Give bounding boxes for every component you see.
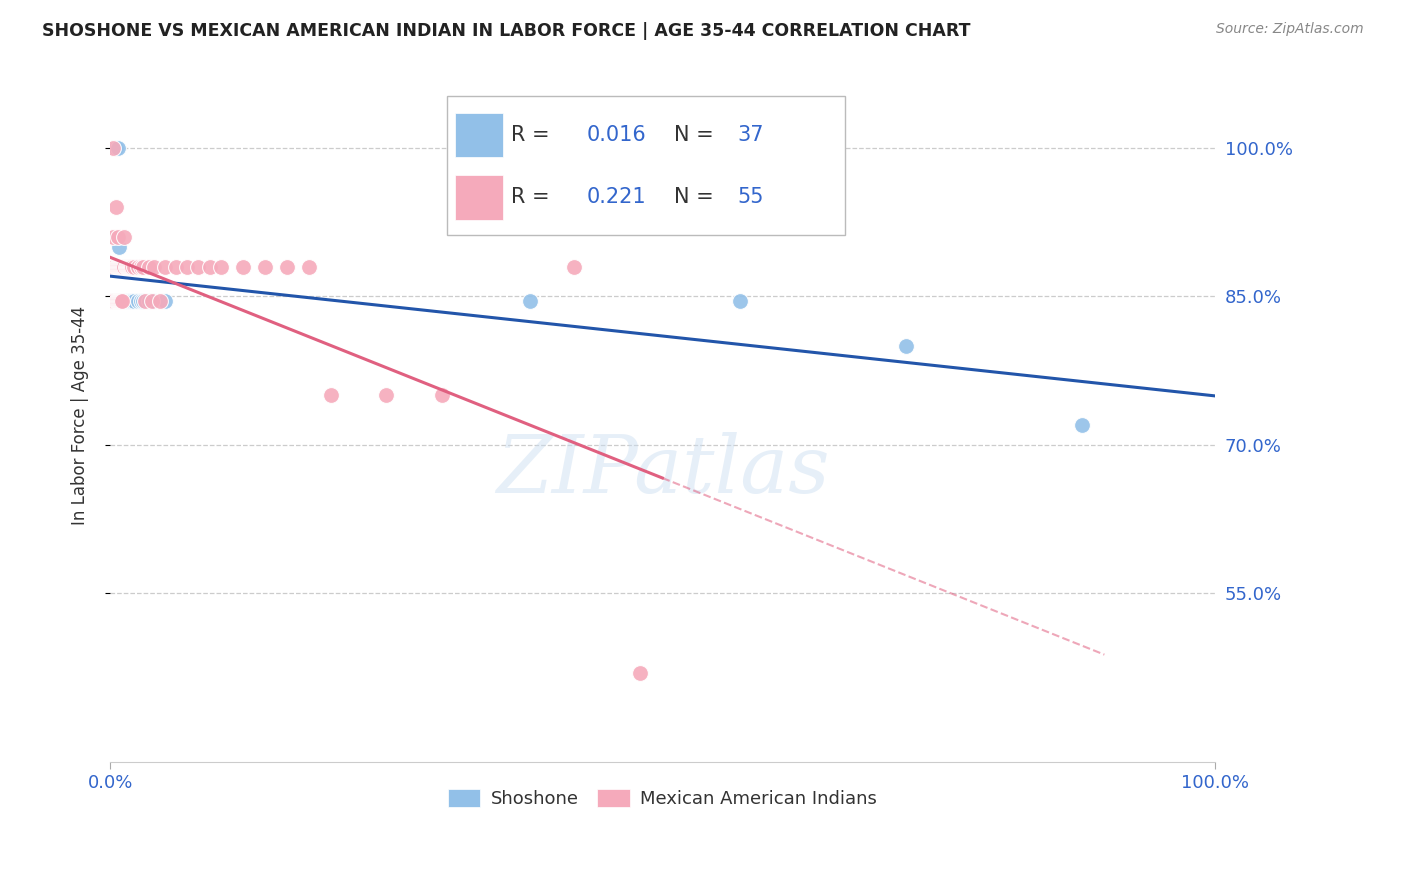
Point <box>103 294 125 309</box>
Legend: Shoshone, Mexican American Indians: Shoshone, Mexican American Indians <box>440 781 884 815</box>
Point <box>110 294 132 309</box>
Text: SHOSHONE VS MEXICAN AMERICAN INDIAN IN LABOR FORCE | AGE 35-44 CORRELATION CHART: SHOSHONE VS MEXICAN AMERICAN INDIAN IN L… <box>42 22 970 40</box>
Point <box>103 230 125 244</box>
Point <box>104 260 127 274</box>
Point <box>1071 418 1094 433</box>
Point <box>107 141 129 155</box>
Point <box>103 294 125 309</box>
Point <box>108 294 131 309</box>
Point <box>120 260 142 274</box>
Point <box>132 294 155 309</box>
Point <box>198 260 221 274</box>
Point <box>108 294 131 309</box>
Point <box>127 260 149 274</box>
Text: Source: ZipAtlas.com: Source: ZipAtlas.com <box>1216 22 1364 37</box>
Point <box>114 260 136 274</box>
Point <box>108 240 131 254</box>
Point <box>117 294 139 309</box>
Point <box>143 294 166 309</box>
Point <box>112 294 135 309</box>
Point <box>103 141 125 155</box>
Point <box>253 260 276 274</box>
Point <box>110 260 132 274</box>
Point <box>118 260 141 274</box>
Point <box>108 294 131 309</box>
Point <box>114 260 136 274</box>
Point <box>108 260 131 274</box>
Point <box>108 294 131 309</box>
Point <box>107 294 129 309</box>
Point <box>519 294 541 309</box>
Point <box>103 141 125 155</box>
Point <box>101 294 124 309</box>
Y-axis label: In Labor Force | Age 35-44: In Labor Force | Age 35-44 <box>72 306 89 524</box>
Point <box>134 294 156 309</box>
Point <box>108 260 131 274</box>
Point <box>103 260 125 274</box>
Point <box>107 294 129 309</box>
Point <box>141 294 163 309</box>
Point <box>155 294 177 309</box>
Point <box>104 294 127 309</box>
Point <box>894 339 917 353</box>
Point <box>209 260 232 274</box>
Point <box>111 260 134 274</box>
Point <box>112 260 135 274</box>
Point <box>138 294 160 309</box>
Point <box>105 294 128 309</box>
Point <box>319 388 342 402</box>
Point <box>107 260 129 274</box>
Point <box>114 230 136 244</box>
Point <box>114 294 136 309</box>
Point <box>111 294 134 309</box>
Point <box>138 260 160 274</box>
Point <box>232 260 254 274</box>
Point <box>117 260 139 274</box>
Point <box>105 294 128 309</box>
Point <box>562 260 585 274</box>
Point <box>155 260 177 274</box>
Point <box>121 260 143 274</box>
Point <box>103 141 125 155</box>
Point <box>105 294 128 309</box>
Point <box>103 294 125 309</box>
Point <box>107 230 129 244</box>
Point <box>115 294 138 309</box>
Point <box>108 260 131 274</box>
Point <box>129 260 152 274</box>
Point <box>124 260 146 274</box>
Point <box>276 260 298 274</box>
Point <box>176 260 198 274</box>
Point <box>104 294 127 309</box>
Point <box>127 294 149 309</box>
Point <box>165 260 187 274</box>
Point <box>129 294 152 309</box>
Point <box>124 294 146 309</box>
Point <box>104 294 127 309</box>
Point <box>111 260 134 274</box>
Point <box>104 200 127 214</box>
Point <box>118 260 141 274</box>
Point <box>104 141 127 155</box>
Text: ZIPatlas: ZIPatlas <box>496 432 830 509</box>
Point <box>115 260 138 274</box>
Point <box>728 294 751 309</box>
Point <box>118 294 141 309</box>
Point <box>110 294 132 309</box>
Point <box>132 260 155 274</box>
Point <box>105 260 128 274</box>
Point <box>298 260 321 274</box>
Point <box>121 294 143 309</box>
Point <box>103 294 125 309</box>
Point <box>143 260 166 274</box>
Point <box>430 388 453 402</box>
Point <box>628 665 651 680</box>
Point <box>187 260 209 274</box>
Point <box>101 294 124 309</box>
Point <box>114 294 136 309</box>
Point <box>375 388 398 402</box>
Point <box>149 294 172 309</box>
